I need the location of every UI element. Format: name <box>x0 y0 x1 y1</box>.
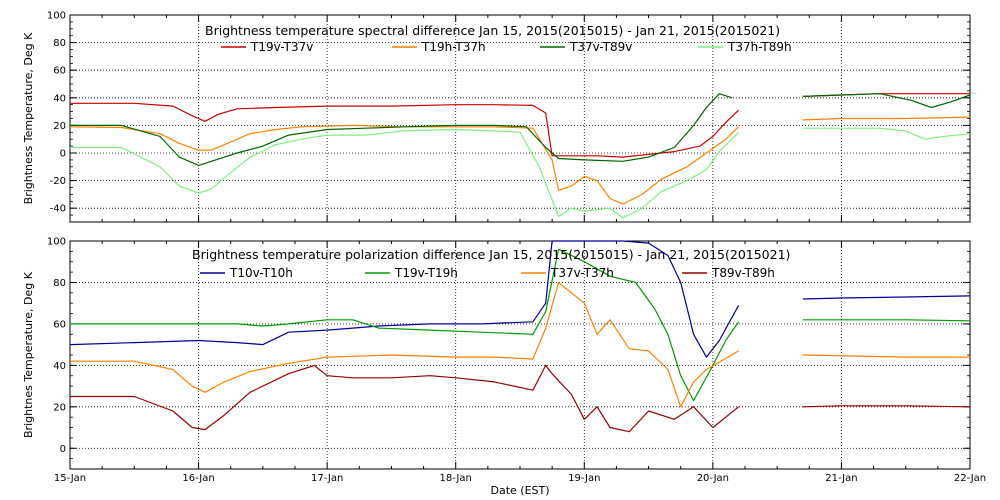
chart-title: Brightness temperature polarization diff… <box>192 247 790 262</box>
x-tick-label: 19-Jan <box>568 473 600 484</box>
y-tick-label: 40 <box>53 361 66 372</box>
series-line-t89v-t89h <box>802 405 971 408</box>
y-tick-label: 40 <box>53 93 66 104</box>
x-tick-label: 20-Jan <box>697 473 729 484</box>
chart-panel-1: -40 -20 0 20 40 60 80 100 Brightness temperature… <box>22 11 971 223</box>
series-line-t89v-t89h <box>70 364 739 433</box>
chart-title: Brightness temperature spectral differen… <box>205 23 780 38</box>
x-tick-label: 21-Jan <box>825 473 857 484</box>
series-line-t19v-t37v <box>70 102 740 158</box>
x-tick-label: 18-Jan <box>440 473 472 484</box>
y-tick-label: 20 <box>53 402 66 413</box>
legend-label: T19v-T19h <box>394 266 458 280</box>
x-tick-label: 22-Jan <box>954 473 986 484</box>
y-tick-label: 80 <box>53 278 66 289</box>
legend-label: T37h-T89h <box>727 40 792 54</box>
series-line-t10v-t10h <box>802 295 971 300</box>
y-axis-label: Brightnes Temperature, Deg K <box>22 271 35 438</box>
x-tick-label: 17-Jan <box>311 473 343 484</box>
series-line-t37h-t89h <box>802 127 971 140</box>
y-tick-label: -40 <box>50 204 66 215</box>
plot-frame <box>69 240 971 470</box>
series-line-t19v-t19h <box>802 319 971 322</box>
y-tick-label: 80 <box>53 38 66 49</box>
legend-label: T10v-T10h <box>229 266 293 280</box>
series-line-t19h-t37h <box>69 124 740 205</box>
y-tick-label: 60 <box>53 319 66 330</box>
y-axis-label: Brightness Temperature, Deg K <box>22 32 35 204</box>
series-line-t19v-t19h <box>70 248 740 402</box>
legend-label: T37v-T89v <box>569 40 632 54</box>
x-axis-label: Date (EST) <box>490 484 549 497</box>
series-line-t37v-t37h <box>70 281 739 408</box>
series-line-t19h-t37h <box>802 116 971 121</box>
y-tick-label: -20 <box>50 176 66 187</box>
x-tick-label: 15-Jan <box>54 473 86 484</box>
y-tick-label: 0 <box>60 149 66 160</box>
series-line-t37v-t89v <box>70 93 733 166</box>
y-tick-label: 0 <box>60 444 66 455</box>
series-line-t37v-t37h <box>802 354 970 358</box>
y-tick-label: 20 <box>53 121 66 132</box>
legend-label: T37v-T37h <box>550 266 614 280</box>
y-tick-label: 100 <box>47 237 66 248</box>
legend-label: T89v-T89h <box>711 266 775 280</box>
series-line-t10v-t10h <box>69 240 740 358</box>
chart-panel-2: 0 20 40 60 80 100 15-Jan 16-Jan 17-Jan 18-Jan 19-J… <box>22 237 986 498</box>
x-tick-label: 16-Jan <box>182 473 214 484</box>
y-tick-label: 100 <box>47 11 66 22</box>
legend-label: T19h-T37h <box>421 40 486 54</box>
y-tick-label: 60 <box>53 66 66 77</box>
legend-label: T19v-T37v <box>250 40 313 54</box>
series-line-t37v-t89v <box>802 93 971 109</box>
series-line-t37h-t89h <box>70 128 740 219</box>
